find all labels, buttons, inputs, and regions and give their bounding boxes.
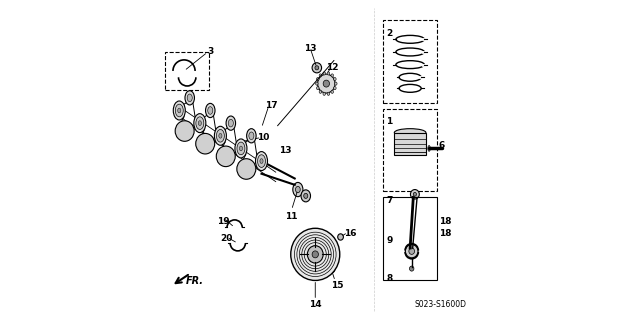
Ellipse shape [409,248,415,254]
Ellipse shape [178,108,181,113]
Text: 6: 6 [438,141,445,150]
Bar [394,133,426,155]
Ellipse shape [327,72,330,75]
Ellipse shape [410,189,419,199]
Ellipse shape [405,245,418,258]
Ellipse shape [173,101,186,120]
Ellipse shape [316,82,318,85]
Ellipse shape [196,133,214,154]
Text: 18: 18 [438,229,451,238]
Text: 13: 13 [304,44,317,53]
Text: 14: 14 [309,300,321,309]
Text: 3: 3 [208,48,214,56]
Ellipse shape [237,159,256,179]
Ellipse shape [317,74,335,93]
Ellipse shape [335,82,337,85]
Ellipse shape [327,92,330,95]
Ellipse shape [208,107,213,114]
Ellipse shape [239,146,243,151]
Ellipse shape [394,129,426,137]
Ellipse shape [216,146,236,167]
Ellipse shape [413,192,417,196]
Text: 11: 11 [285,212,298,221]
Text: 8: 8 [387,274,393,283]
Text: 2: 2 [387,28,393,38]
Ellipse shape [216,130,225,142]
Ellipse shape [331,74,333,77]
Ellipse shape [257,155,266,167]
Ellipse shape [327,264,335,273]
Ellipse shape [338,234,344,240]
Ellipse shape [246,129,256,143]
Ellipse shape [175,121,194,141]
Ellipse shape [198,121,202,125]
Ellipse shape [194,114,206,133]
Text: 13: 13 [279,145,291,154]
Text: 10: 10 [257,133,269,142]
Ellipse shape [304,193,308,198]
Ellipse shape [333,86,336,90]
Text: 20: 20 [221,234,233,243]
Ellipse shape [315,66,319,70]
Text: 7: 7 [387,196,393,205]
Text: 9: 9 [387,236,393,245]
Ellipse shape [237,142,245,155]
Ellipse shape [317,86,319,90]
Ellipse shape [319,74,322,77]
Ellipse shape [219,133,222,138]
Ellipse shape [205,103,215,118]
Text: 17: 17 [265,101,277,110]
Ellipse shape [333,78,336,81]
Text: 15: 15 [331,281,344,291]
Ellipse shape [255,152,268,171]
Ellipse shape [323,92,326,95]
Text: FR.: FR. [186,276,204,286]
Ellipse shape [175,104,183,117]
Ellipse shape [293,182,303,197]
Ellipse shape [319,90,322,93]
Ellipse shape [312,63,321,73]
Ellipse shape [410,266,414,271]
Ellipse shape [312,251,319,258]
Ellipse shape [331,90,333,93]
Ellipse shape [307,246,323,263]
Ellipse shape [196,117,204,130]
Ellipse shape [185,91,195,105]
Ellipse shape [228,119,234,127]
Text: 18: 18 [438,217,451,226]
Ellipse shape [249,132,254,140]
Ellipse shape [428,145,430,151]
Text: 19: 19 [217,217,230,226]
Text: 16: 16 [344,229,356,238]
Ellipse shape [260,159,263,163]
Ellipse shape [323,72,326,75]
Ellipse shape [226,116,236,130]
Ellipse shape [296,186,300,193]
Ellipse shape [301,190,310,202]
Ellipse shape [317,78,319,81]
Ellipse shape [323,80,330,87]
Ellipse shape [214,126,227,145]
Text: 1: 1 [387,117,393,126]
Ellipse shape [291,228,340,280]
Ellipse shape [187,94,192,102]
Text: 12: 12 [326,63,339,72]
Ellipse shape [235,139,247,158]
Text: S023-S1600D: S023-S1600D [414,300,466,309]
